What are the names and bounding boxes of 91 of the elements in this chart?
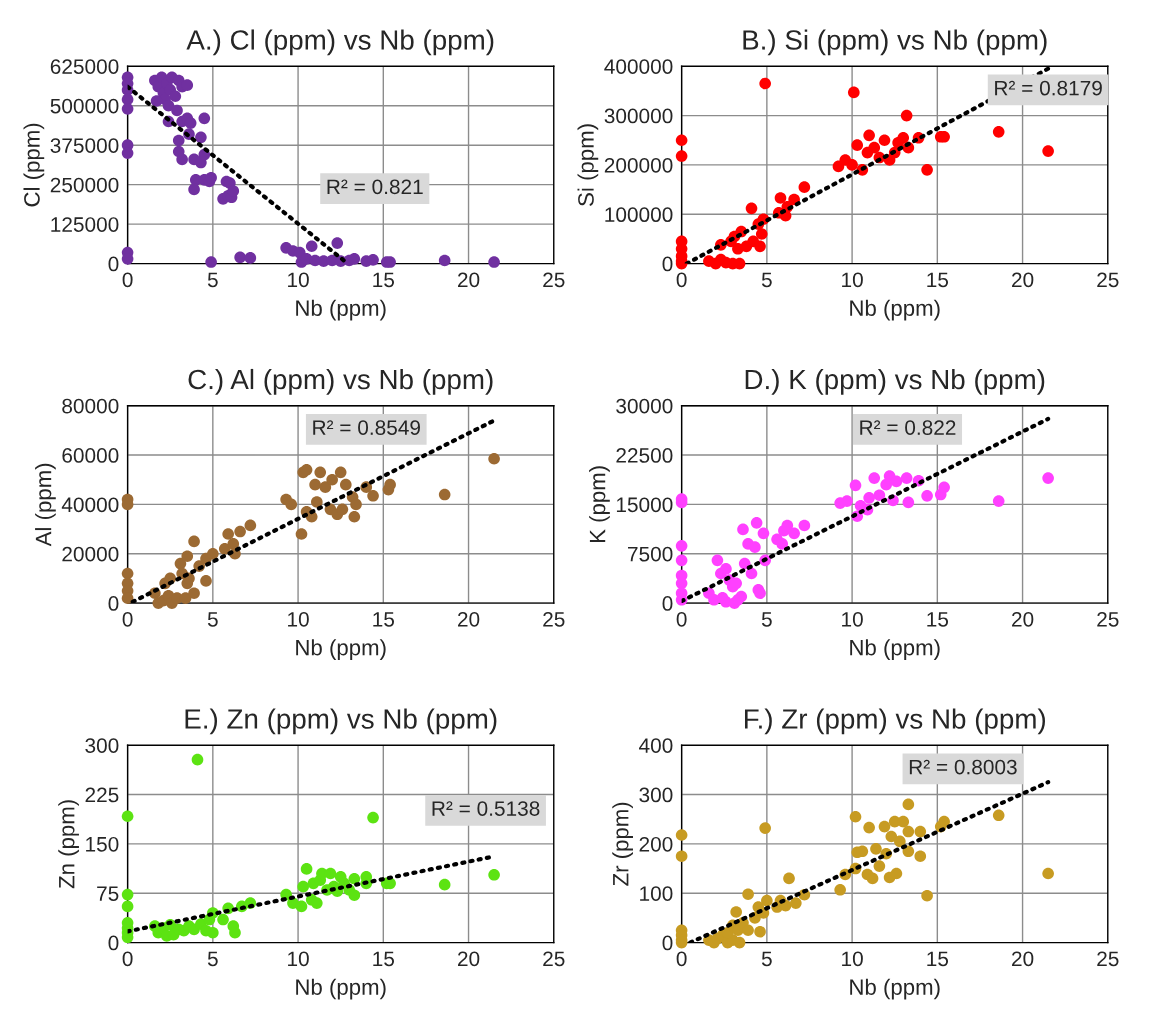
x-tick-label: 25 [1097, 951, 1119, 967]
x-axis-title: Nb (ppm) [296, 639, 386, 660]
y-tick-label: 40000 [61, 497, 119, 513]
x-tick-label: 15 [927, 272, 949, 288]
x-tick-label: 0 [676, 951, 687, 967]
x-tick-label: 5 [761, 272, 772, 288]
x-tick-label: 25 [1097, 272, 1119, 288]
y-tick-label: 75 [97, 886, 119, 901]
x-tick-label: 25 [543, 272, 565, 288]
x-tick-label: 5 [761, 612, 772, 627]
y-tick-label: 0 [108, 256, 119, 272]
x-tick-label: 25 [1097, 611, 1119, 627]
y-tick-label: 0 [108, 596, 119, 611]
y-tick-label: 400000 [604, 59, 673, 74]
y-tick-label: 300 [85, 738, 119, 753]
y-tick-label: 30000 [616, 398, 673, 414]
x-tick-label: 5 [761, 951, 772, 967]
annotation: R² = 0.8003 [909, 759, 1017, 775]
y-tick-label: 15000 [616, 497, 673, 513]
y-tick-label: 80000 [62, 398, 119, 414]
y-tick-label: 100000 [605, 207, 673, 223]
y-tick-label: 125000 [51, 217, 119, 232]
annotation: R² = 0.822 [860, 420, 956, 435]
y-tick-label: 22500 [616, 448, 673, 463]
x-tick-label: 0 [676, 611, 687, 627]
x-tick-label: 15 [373, 272, 395, 288]
y-tick-label: 7500 [628, 546, 673, 562]
chart-title: B.) Si (ppm) vs Nb (ppm) [743, 29, 1047, 56]
x-tick-label: 20 [458, 951, 480, 967]
x-tick-label: 20 [458, 611, 480, 627]
y-tick-label: 625000 [50, 59, 119, 74]
y-tick-label: 150 [86, 836, 119, 852]
y-tick-label: 300 [639, 787, 673, 803]
x-tick-label: 5 [207, 951, 218, 967]
x-axis-title: Nb (ppm) [296, 299, 386, 321]
annotation: R² = 0.8179 [995, 80, 1102, 96]
annotation: R² = 0.8549 [313, 420, 420, 435]
y-tick-label: 200000 [604, 157, 673, 173]
y-tick-label: 0 [108, 935, 119, 951]
y-tick-label: 20000 [62, 546, 119, 562]
x-tick-label: 5 [207, 612, 218, 627]
x-axis-title: Nb (ppm) [850, 978, 940, 1000]
x-tick-label: 10 [288, 611, 309, 627]
y-tick-label: 225 [85, 787, 119, 803]
y-tick-label: 300000 [604, 108, 673, 124]
chart-title: F.) Zr (ppm) vs Nb (ppm) [745, 708, 1046, 735]
y-axis-title: Al (ppm) [35, 463, 56, 547]
y-axis-title: K (ppm) [589, 466, 610, 543]
y-tick-label: 0 [662, 935, 673, 951]
annotation: R² = 0.821 [327, 179, 423, 195]
x-tick-label: 20 [1012, 611, 1034, 627]
chart-title: D.) K (ppm) vs Nb (ppm) [745, 368, 1045, 395]
y-axis-title: Zr (ppm) [612, 802, 633, 886]
x-tick-label: 0 [122, 272, 133, 288]
y-tick-label: 400 [639, 738, 673, 753]
x-tick-label: 0 [122, 611, 133, 627]
chart-title: C.) Al (ppm) vs Nb (ppm) [188, 368, 493, 395]
annotation: R² = 0.5138 [432, 801, 540, 816]
x-axis-title: Nb (ppm) [850, 639, 940, 660]
y-tick-label: 200 [639, 836, 673, 852]
x-tick-label: 10 [842, 272, 863, 288]
x-tick-label: 0 [676, 272, 687, 288]
x-tick-label: 25 [543, 611, 565, 627]
x-axis-title: Nb (ppm) [296, 978, 386, 1000]
x-tick-label: 10 [288, 951, 309, 967]
x-tick-label: 25 [543, 951, 565, 967]
x-tick-label: 10 [842, 611, 863, 627]
x-tick-label: 15 [927, 951, 949, 967]
y-tick-label: 100 [640, 886, 673, 901]
chart-title: A.) Cl (ppm) vs Nb (ppm) [186, 29, 494, 56]
x-tick-label: 15 [373, 951, 395, 967]
y-tick-label: 375000 [50, 138, 119, 153]
y-axis-title: Zn (ppm) [58, 800, 79, 889]
x-tick-label: 15 [373, 612, 395, 627]
x-axis-title: Nb (ppm) [850, 299, 940, 321]
x-tick-label: 20 [1012, 272, 1034, 288]
y-axis-title: Si (ppm) [577, 124, 599, 206]
x-tick-label: 15 [927, 612, 949, 627]
x-tick-label: 20 [1012, 951, 1034, 967]
x-tick-label: 20 [458, 272, 480, 288]
y-axis-title: Cl (ppm) [23, 123, 45, 207]
y-tick-label: 250000 [50, 177, 119, 193]
chart-title: E.) Zn (ppm) vs Nb (ppm) [185, 708, 497, 735]
x-tick-label: 5 [207, 272, 218, 288]
y-tick-label: 500000 [50, 98, 119, 114]
y-tick-label: 60000 [62, 448, 119, 463]
y-tick-label: 0 [662, 256, 673, 272]
y-tick-label: 0 [662, 596, 673, 611]
x-tick-label: 0 [122, 951, 133, 967]
x-tick-label: 10 [288, 272, 309, 288]
x-tick-label: 10 [842, 951, 863, 967]
